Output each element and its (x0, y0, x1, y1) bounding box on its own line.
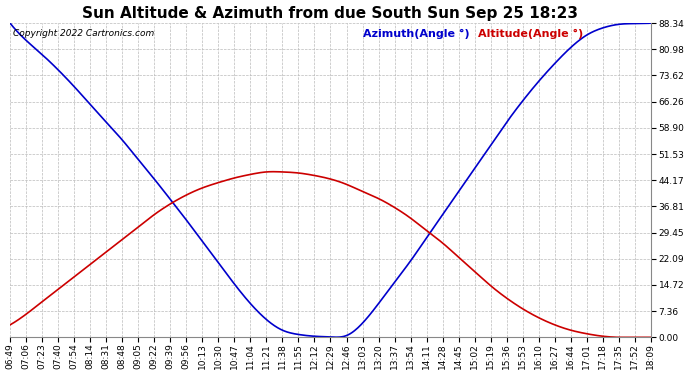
Text: Altitude(Angle °): Altitude(Angle °) (478, 29, 583, 39)
Text: Azimuth(Angle °): Azimuth(Angle °) (362, 29, 469, 39)
Text: Copyright 2022 Cartronics.com: Copyright 2022 Cartronics.com (13, 29, 155, 38)
Title: Sun Altitude & Azimuth from due South Sun Sep 25 18:23: Sun Altitude & Azimuth from due South Su… (83, 6, 578, 21)
